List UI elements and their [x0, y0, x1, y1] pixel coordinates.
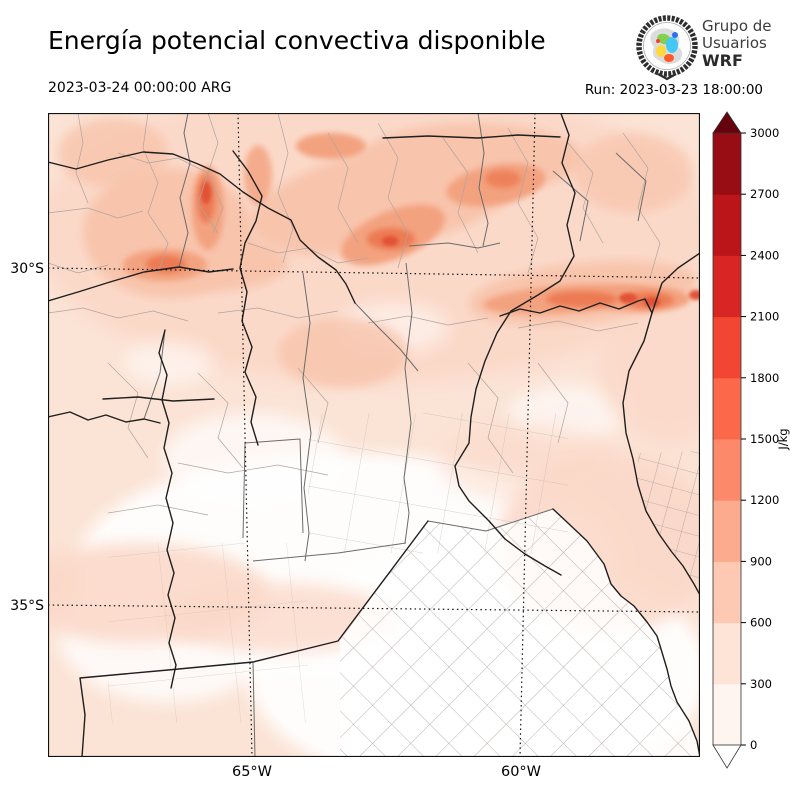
- department-boundaries: [48, 113, 661, 516]
- colorbar-segment: [713, 622, 741, 685]
- san-juan-border-line: [48, 411, 161, 424]
- buenos-aires-departments-lattice: [340, 509, 700, 757]
- graticule: [48, 113, 700, 757]
- map-border: [48, 113, 700, 757]
- parana-river-line: [454, 113, 576, 576]
- rio-de-la-plata-coastline: [552, 508, 700, 757]
- colorbar-tick-label: 3000: [750, 126, 779, 140]
- page-title: Energía potencial convectiva disponible: [48, 26, 546, 55]
- southwest-departments-lattice: [108, 543, 308, 723]
- colorbar-tick-label: 1200: [750, 493, 779, 507]
- salta-border-line: [48, 151, 356, 304]
- colorbar-segment: [713, 561, 741, 624]
- colorbar-tick-label: 300: [750, 677, 772, 691]
- x-tick-60w: 60°W: [500, 764, 542, 780]
- wrf-logo-emblem-icon: [636, 15, 698, 81]
- logo-line-1: Grupo de: [702, 17, 772, 35]
- santa-fe-departments-lattice: [308, 413, 568, 553]
- uruguay-departments-lattice: [638, 451, 700, 595]
- colorbar-segment: [713, 377, 741, 440]
- gridline-35s: [48, 604, 700, 613]
- y-tick-35s: 35°S: [10, 598, 44, 614]
- tucuman-border-line: [48, 266, 234, 302]
- la-pampa-border-line: [79, 520, 429, 757]
- colorbar-tick-label: 1800: [750, 371, 779, 385]
- wrf-logo-text: Grupo de Usuarios WRF: [702, 17, 772, 70]
- colorbar-under-arrow: [712, 744, 742, 769]
- gridline-65w: [237, 113, 253, 757]
- colorbar-tick-label: 600: [750, 616, 772, 630]
- colorbar-segment: [713, 133, 741, 195]
- colorbar-tick-label: 0: [750, 738, 757, 752]
- x-tick-65w: 65°W: [231, 764, 273, 780]
- wrf-users-logo: Grupo de Usuarios WRF: [634, 12, 794, 82]
- cape-map: [48, 113, 700, 757]
- gridline-60w: [519, 113, 536, 757]
- colorbar-segment: [713, 683, 741, 746]
- colorbar-tick-label: 2400: [750, 248, 779, 262]
- colorbar-tick-label: 2100: [750, 310, 779, 324]
- la-rioja-border-line: [102, 396, 215, 402]
- colorbar-tick-label: 900: [750, 554, 772, 568]
- province-boundaries: [143, 113, 647, 757]
- desaguadero-river-line: [158, 329, 177, 689]
- uruguay-river-line: [622, 252, 700, 596]
- catamarca-border-line: [232, 150, 263, 446]
- colorbar-tick-label: 1500: [750, 432, 779, 446]
- colorbar-segment: [713, 500, 741, 562]
- logo-line-3: WRF: [702, 51, 743, 70]
- run-time-label: Run: 2023-03-23 18:00:00: [584, 82, 763, 98]
- colorbar-segment: [713, 439, 741, 501]
- colorbar-tick-label: 2700: [750, 187, 779, 201]
- y-tick-30s: 30°S: [10, 261, 44, 277]
- colorbar-svg: 0 300 600 900 1200 1500 1800 2100 2400 2700 3000 J/…: [712, 111, 790, 769]
- colorbar: 0 300 600 900 1200 1500 1800 2100 2400 2700 3000 J/…: [706, 104, 800, 794]
- gridline-30s: [48, 267, 700, 279]
- logo-line-2: Usuarios: [702, 34, 767, 52]
- colorbar-segment: [713, 194, 741, 256]
- colorbar-unit-label: J/kg: [776, 428, 790, 450]
- chaco-santafe-border-line: [382, 134, 561, 139]
- country-borders-and-rivers: [48, 113, 700, 757]
- colorbar-segment: [713, 255, 741, 318]
- valid-time-label: 2023-03-24 00:00:00 ARG: [48, 80, 232, 96]
- colorbar-segment: [713, 316, 741, 379]
- colorbar-over-arrow: [712, 111, 742, 134]
